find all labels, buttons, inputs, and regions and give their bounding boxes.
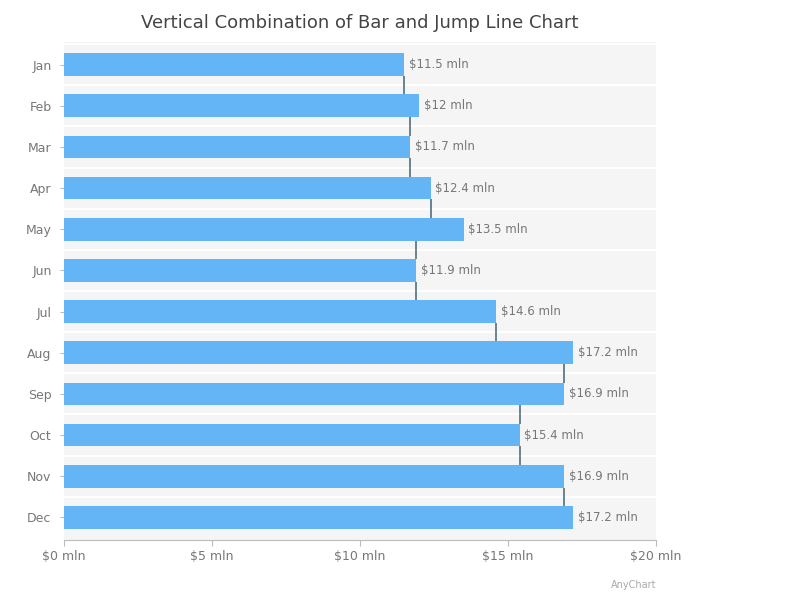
Bar (64, 136, 410, 158)
Text: AnyChart: AnyChart (610, 580, 656, 590)
Text: $12 mln: $12 mln (424, 99, 472, 112)
Title: Vertical Combination of Bar and Jump Line Chart: Vertical Combination of Bar and Jump Lin… (142, 14, 578, 32)
Text: $13.5 mln: $13.5 mln (468, 223, 528, 236)
Bar (64, 218, 464, 241)
Text: $11.9 mln: $11.9 mln (421, 264, 481, 277)
Bar (64, 465, 564, 488)
Text: $17.2 mln: $17.2 mln (578, 346, 638, 359)
Bar (64, 506, 573, 529)
Bar (64, 424, 520, 446)
Bar (64, 383, 564, 405)
Text: $16.9 mln: $16.9 mln (569, 470, 629, 483)
Text: $12.4 mln: $12.4 mln (435, 182, 495, 194)
Text: $11.7 mln: $11.7 mln (414, 140, 474, 154)
Text: $14.6 mln: $14.6 mln (501, 305, 561, 318)
Bar (64, 177, 431, 199)
Bar (64, 259, 416, 282)
Bar (64, 300, 496, 323)
Text: $16.9 mln: $16.9 mln (569, 388, 629, 400)
Bar (64, 53, 405, 76)
Text: $15.4 mln: $15.4 mln (524, 428, 584, 442)
Bar (64, 94, 419, 117)
Text: $11.5 mln: $11.5 mln (409, 58, 469, 71)
Bar (64, 341, 573, 364)
Text: $17.2 mln: $17.2 mln (578, 511, 638, 524)
